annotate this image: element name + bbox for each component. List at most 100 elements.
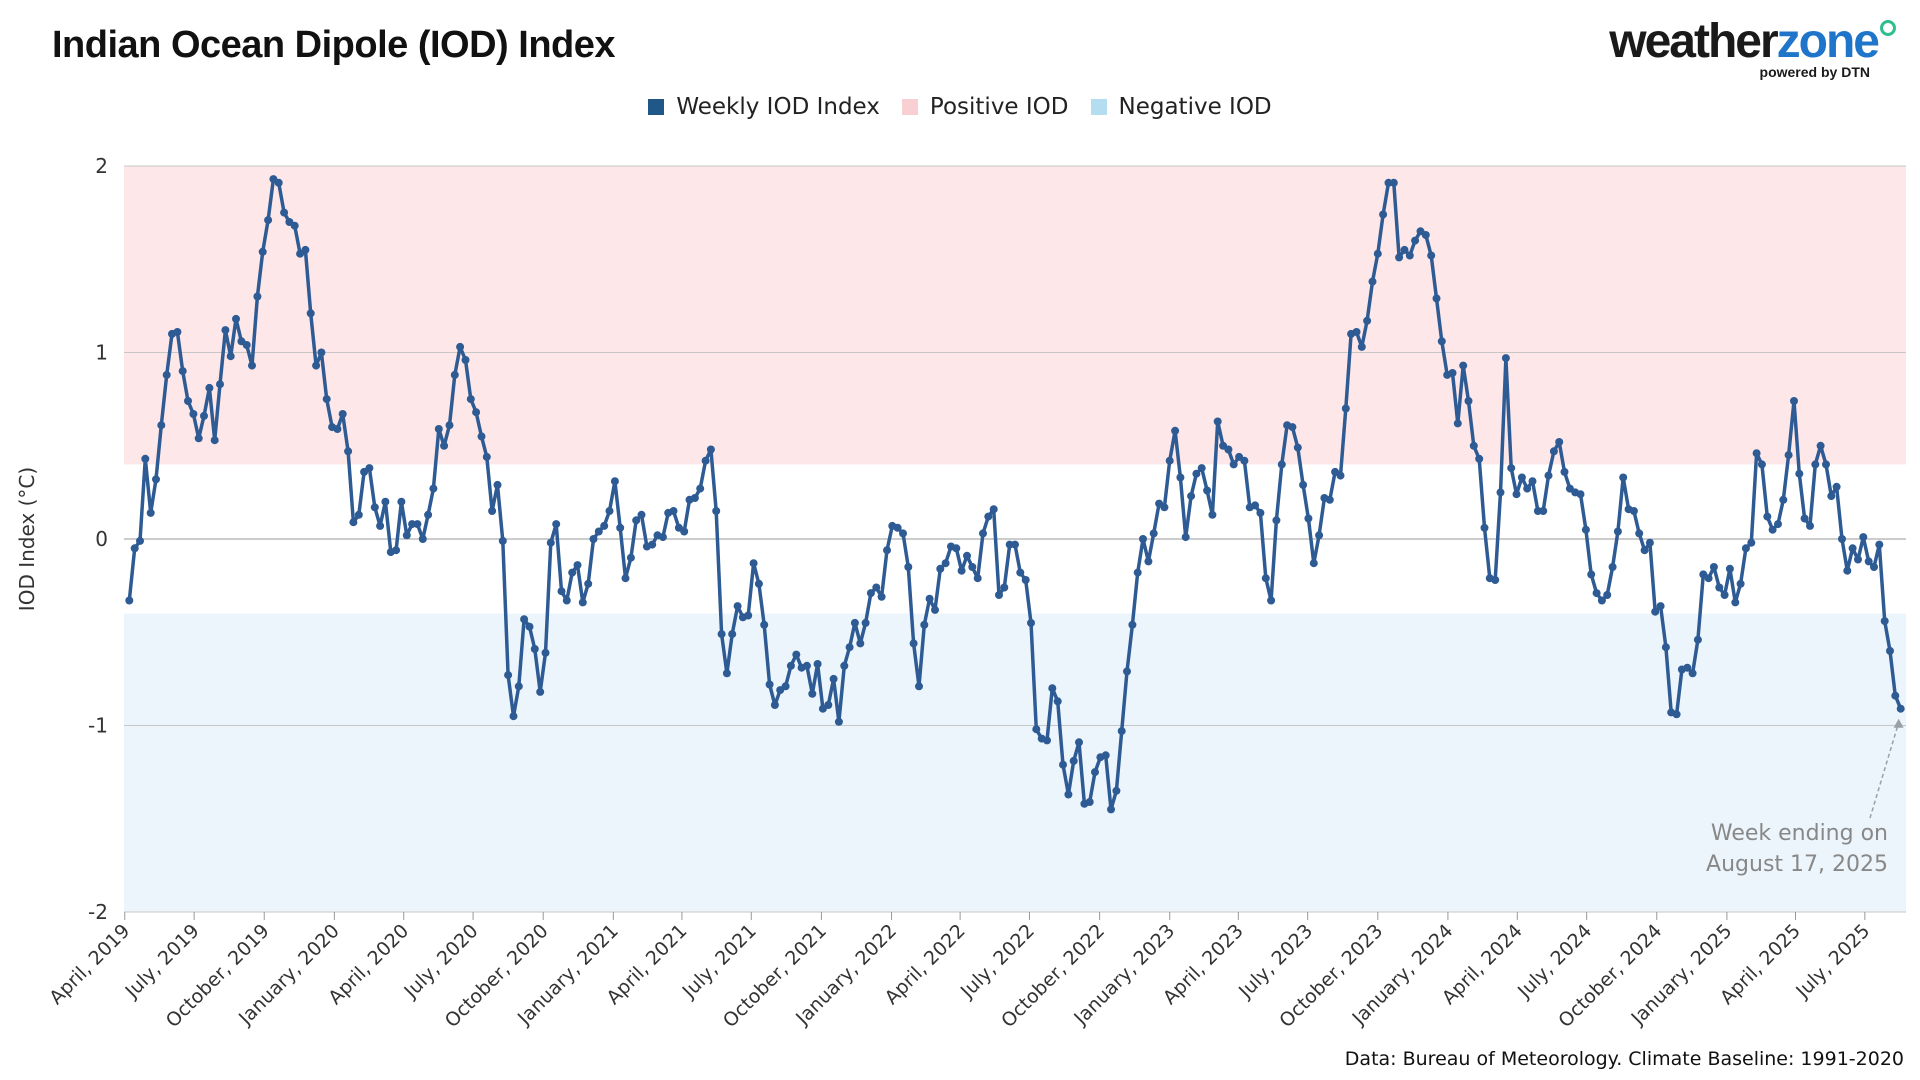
iod-data-point [477, 432, 486, 441]
iod-data-point [1411, 236, 1420, 245]
iod-data-point [1176, 473, 1185, 482]
iod-data-point [1683, 663, 1692, 672]
iod-data-point [349, 518, 358, 527]
iod-data-point [253, 292, 262, 301]
iod-data-point [1693, 635, 1702, 644]
iod-data-point [136, 536, 144, 545]
iod-data-point [1672, 710, 1681, 719]
iod-data-point [616, 523, 625, 532]
iod-data-point [290, 221, 299, 230]
legend-item-positive[interactable]: Positive IOD [901, 94, 1069, 120]
positive-iod-band [124, 166, 1906, 465]
data-source-note: Data: Bureau of Meteorology. Climate Bas… [1344, 1048, 1904, 1070]
iod-data-point [1213, 417, 1222, 426]
iod-data-point [450, 370, 459, 379]
iod-data-point [413, 520, 422, 529]
legend-item-negative[interactable]: Negative IOD [1090, 94, 1272, 120]
iod-data-point [1827, 492, 1836, 501]
iod-data-point [1299, 480, 1308, 489]
iod-data-point [589, 535, 598, 543]
iod-data-point [392, 546, 401, 555]
iod-data-point [1581, 525, 1590, 534]
iod-data-point [792, 650, 801, 659]
iod-data-point [1587, 570, 1596, 579]
iod-data-point [877, 592, 886, 601]
iod-data-point [1133, 568, 1142, 577]
iod-data-point [1640, 546, 1649, 555]
iod-data-point [637, 510, 646, 519]
iod-data-point [1261, 574, 1270, 583]
iod-data-point [1363, 316, 1372, 325]
iod-data-point [1251, 501, 1260, 510]
iod-data-point [1357, 342, 1366, 351]
iod-data-point [813, 660, 822, 668]
iod-data-point [1427, 251, 1436, 260]
annotation-arrow-head [1893, 718, 1904, 728]
iod-data-point [1822, 460, 1830, 469]
iod-data-point [1629, 507, 1638, 515]
iod-data-point [690, 494, 699, 502]
iod-data-point [482, 452, 491, 461]
iod-data-point [1528, 477, 1537, 486]
y-tick-label: -1 [88, 714, 108, 738]
iod-data-point [1560, 467, 1569, 476]
iod-data-point [274, 178, 283, 187]
iod-data-point [1619, 473, 1628, 482]
iod-data-point [1720, 591, 1729, 599]
iod-data-point [1229, 460, 1238, 469]
iod-data-point [600, 521, 609, 530]
y-tick-label: -2 [88, 900, 108, 924]
iod-data-point [861, 618, 870, 627]
logo-word-zone: zone [1776, 15, 1880, 68]
iod-data-point [402, 531, 411, 540]
iod-data-point [1725, 564, 1734, 573]
iod-data-point [1123, 667, 1131, 676]
iod-data-point [920, 620, 929, 629]
iod-data-point [216, 380, 224, 389]
iod-data-point [312, 361, 321, 370]
iod-data-point [1405, 251, 1414, 260]
legend-swatch-positive [901, 99, 918, 115]
iod-data-point [1171, 426, 1180, 435]
iod-data-point [872, 583, 881, 592]
iod-data-point [1315, 531, 1324, 540]
iod-data-point [1240, 456, 1249, 465]
iod-data-point [1832, 482, 1841, 491]
iod-data-point [1854, 555, 1862, 564]
iod-data-point [1464, 397, 1473, 405]
iod-data-point [1325, 495, 1334, 504]
iod-data-point [440, 441, 449, 450]
legend-swatch-negative [1090, 99, 1107, 115]
iod-data-point [1608, 563, 1617, 571]
iod-data-point [915, 682, 923, 691]
iod-data-point [125, 596, 134, 605]
iod-data-point [866, 589, 875, 598]
iod-data-point [781, 682, 790, 691]
iod-data-point [1267, 596, 1276, 605]
iod-data-point [1507, 464, 1516, 473]
iod-data-point [1757, 460, 1766, 469]
iod-data-point [760, 620, 769, 629]
iod-data-point [749, 559, 758, 568]
iod-data-point [1016, 568, 1025, 577]
iod-data-point [1592, 589, 1601, 598]
iod-data-point [1816, 441, 1825, 450]
iod-data-point [1870, 563, 1878, 571]
iod-data-point [146, 508, 155, 517]
iod-data-point [520, 615, 529, 624]
iod-data-point [264, 216, 273, 225]
iod-data-point [205, 383, 214, 392]
iod-data-point [936, 564, 945, 573]
iod-data-point [680, 527, 689, 536]
iod-data-point [1496, 488, 1505, 497]
iod-data-point [1048, 684, 1057, 693]
iod-data-point [541, 648, 550, 657]
iod-data-point [1107, 805, 1115, 814]
iod-data-point [1763, 512, 1772, 521]
legend-swatch-weekly [648, 99, 665, 115]
iod-data-point [1688, 669, 1697, 678]
iod-data-point [1395, 253, 1404, 262]
legend-item-weekly[interactable]: Weekly IOD Index [648, 94, 880, 120]
iod-data-point [1880, 617, 1889, 626]
iod-data-point [189, 410, 198, 418]
